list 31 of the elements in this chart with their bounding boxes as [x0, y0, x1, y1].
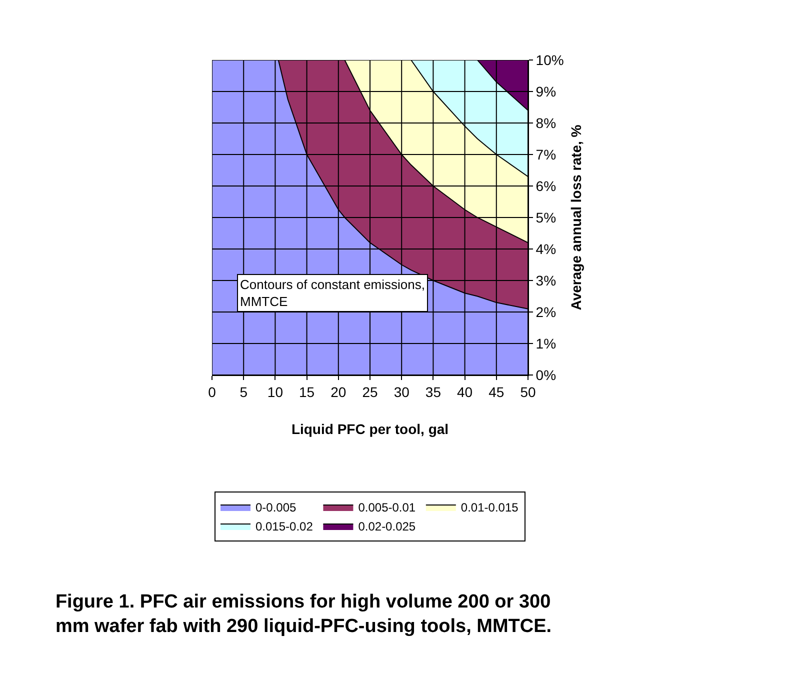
legend-label: 0.015-0.02	[256, 520, 314, 534]
text: Figure 1. PFC air emissions for high volume 200 or 300 mm wafer fab with 290 liquid-PFC-using tools, MMTCE.	[55, 592, 552, 638]
x-tick-label: 40	[457, 384, 473, 400]
legend-label: 0.02-0.025	[358, 520, 416, 534]
y-tick-label: 4%	[536, 240, 556, 257]
annotation: Contours of constant emissions, MMTCE	[240, 277, 425, 309]
x-axis-title: Liquid PFC per tool, gal	[291, 421, 449, 438]
y-tick-label: 3%	[536, 272, 556, 288]
legend-label: 0.01-0.015	[460, 500, 519, 515]
x-tick-label: 45	[488, 384, 504, 400]
y-tick-label: 2%	[536, 304, 556, 320]
x-tick-label: 10	[267, 384, 284, 400]
y-tick-label: 5%	[536, 209, 556, 226]
y-tick-label: 0%	[536, 366, 556, 383]
legend-label: 0-0.005	[256, 500, 297, 515]
y-tick-label: 1%	[536, 335, 556, 352]
legend-label: 0.005-0.01	[358, 500, 416, 515]
x-tick-label: 5	[240, 384, 248, 400]
y-axis-title: Average annual loss rate, %	[568, 124, 584, 310]
y-tick-label: 10%	[536, 52, 564, 68]
y-tick-label: 9%	[536, 83, 556, 100]
x-tick-label: 25	[362, 384, 378, 400]
x-tick-label: 20	[330, 384, 346, 400]
y-tick-label: 6%	[536, 178, 556, 194]
y-tick-label: 8%	[536, 114, 556, 131]
x-tick-label: 50	[520, 384, 536, 400]
y-tick-label: 7%	[536, 146, 556, 162]
x-tick-label: 35	[425, 384, 442, 400]
x-tick-label: 15	[299, 384, 315, 400]
x-tick-label: 30	[394, 384, 410, 400]
x-tick-label: 0	[208, 384, 216, 400]
